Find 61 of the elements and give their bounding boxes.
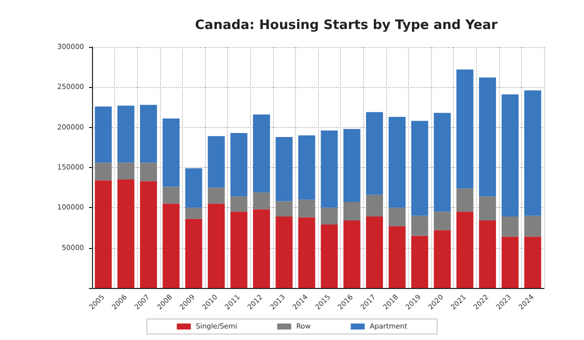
bar (140, 162, 157, 182)
bar (411, 120, 428, 216)
bar (117, 106, 134, 163)
bar (434, 112, 451, 212)
bar (434, 212, 451, 230)
bar (388, 208, 406, 226)
bar (276, 136, 293, 202)
bar (456, 188, 474, 212)
bar (117, 162, 134, 180)
bar (185, 208, 202, 219)
bar (366, 194, 383, 217)
bar (230, 132, 248, 196)
bar (479, 196, 496, 221)
bar (343, 128, 360, 202)
bar (524, 216, 542, 237)
bar (411, 236, 428, 288)
bar (208, 204, 225, 288)
bar (94, 106, 112, 163)
bar (185, 168, 202, 208)
bar (366, 216, 383, 288)
bar (320, 224, 338, 288)
bar (185, 218, 202, 288)
bar (253, 114, 270, 192)
bar (343, 220, 360, 288)
bar (479, 78, 496, 196)
bar (502, 94, 519, 217)
bar (94, 162, 112, 180)
bar (411, 216, 428, 236)
bar (479, 220, 496, 288)
bar (388, 116, 406, 208)
bar (456, 69, 474, 188)
bar (208, 136, 225, 188)
bar (208, 188, 225, 204)
bar (276, 201, 293, 217)
bar (502, 236, 519, 288)
bar (162, 186, 180, 204)
bar (366, 112, 383, 195)
bar (524, 90, 542, 216)
bar (140, 104, 157, 163)
bar (230, 212, 248, 288)
bar (162, 204, 180, 288)
bar (502, 216, 519, 237)
bar (343, 202, 360, 221)
bar (524, 236, 542, 288)
bar (320, 208, 338, 225)
bar (276, 216, 293, 288)
bar (388, 226, 406, 288)
bar (162, 118, 180, 187)
bar (117, 180, 134, 288)
bar (434, 230, 451, 288)
bar (298, 200, 316, 218)
bar (94, 180, 112, 288)
bar (253, 209, 270, 288)
bar (140, 181, 157, 288)
bar (320, 130, 338, 208)
chart-title: Canada: Housing Starts by Type and Year (195, 18, 498, 33)
bar (298, 135, 316, 200)
bar (230, 196, 248, 212)
bar (253, 192, 270, 210)
bar (298, 217, 316, 288)
bar (456, 212, 474, 288)
